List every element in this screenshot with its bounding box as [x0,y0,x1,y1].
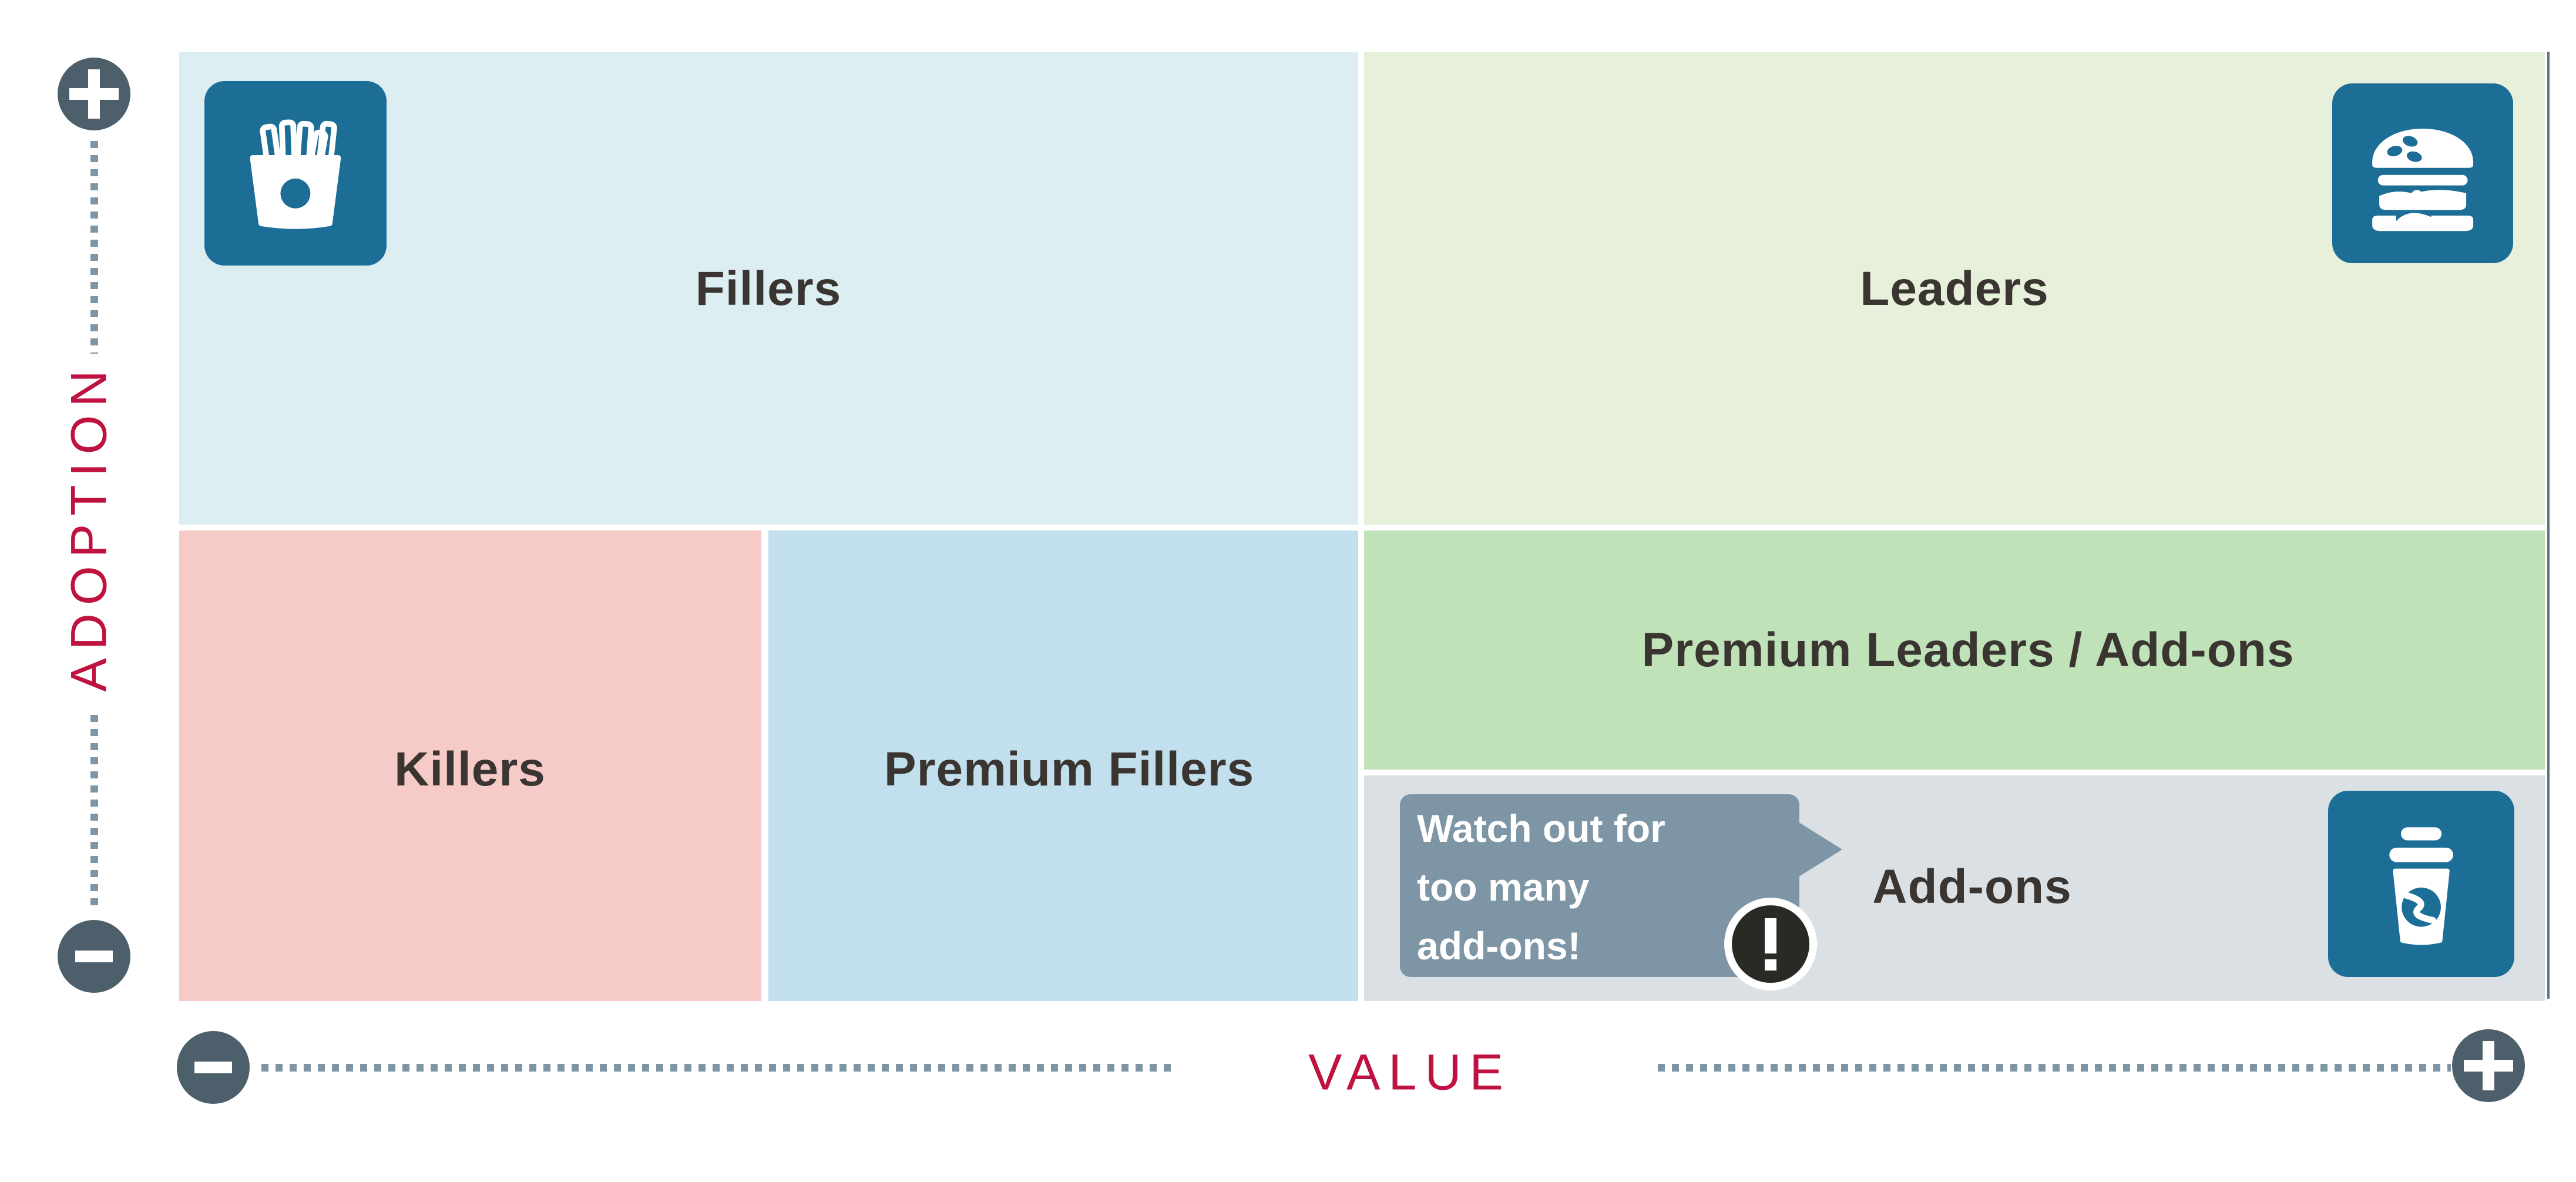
fries-tile [204,81,387,266]
burger-icon [2372,128,2473,231]
addons-label: Add-ons [1872,860,2072,914]
warning-callout-line-2: too many [1417,865,1590,909]
adoption-minus-icon [58,920,130,993]
killers-label: Killers [394,743,546,796]
adoption-axis-dotted-line-bottom [90,715,98,909]
warning-callout-arrow [1795,820,1842,879]
fillers-label: Fillers [695,262,842,315]
warning-callout-line-1: Watch out for [1417,807,1665,850]
coffee-cup-icon [2389,827,2453,945]
warning-callout-line-3: add-ons! [1417,924,1581,968]
value-minus-icon [177,1031,250,1104]
value-axis-label: VALUE [1308,1044,1512,1101]
value-plus-icon [2452,1029,2525,1102]
adoption-axis-dotted-line-top [90,141,98,354]
value-axis-dotted-line-left [261,1064,1178,1072]
burger-tile [2332,83,2513,263]
warning-callout-text: Watch out for too many add-ons! [1417,799,1665,975]
adoption-axis-label: ADOPTION [61,362,117,692]
leaders-label: Leaders [1860,262,2049,315]
premium-leaders-label: Premium Leaders / Add-ons [1641,623,2295,677]
exclamation-icon [1724,898,1817,990]
fries-icon [250,119,341,229]
coffee-tile [2328,791,2514,977]
quadrant-premium-leaders [1364,530,2545,770]
quadrant-premium-fillers [768,530,1358,1001]
value-axis-dotted-line-right [1658,1064,2451,1072]
adoption-plus-icon [58,58,130,130]
quadrant-killers [179,530,761,1001]
premium-fillers-label: Premium Fillers [884,743,1255,796]
grid-right-edge-line [2547,52,2550,999]
